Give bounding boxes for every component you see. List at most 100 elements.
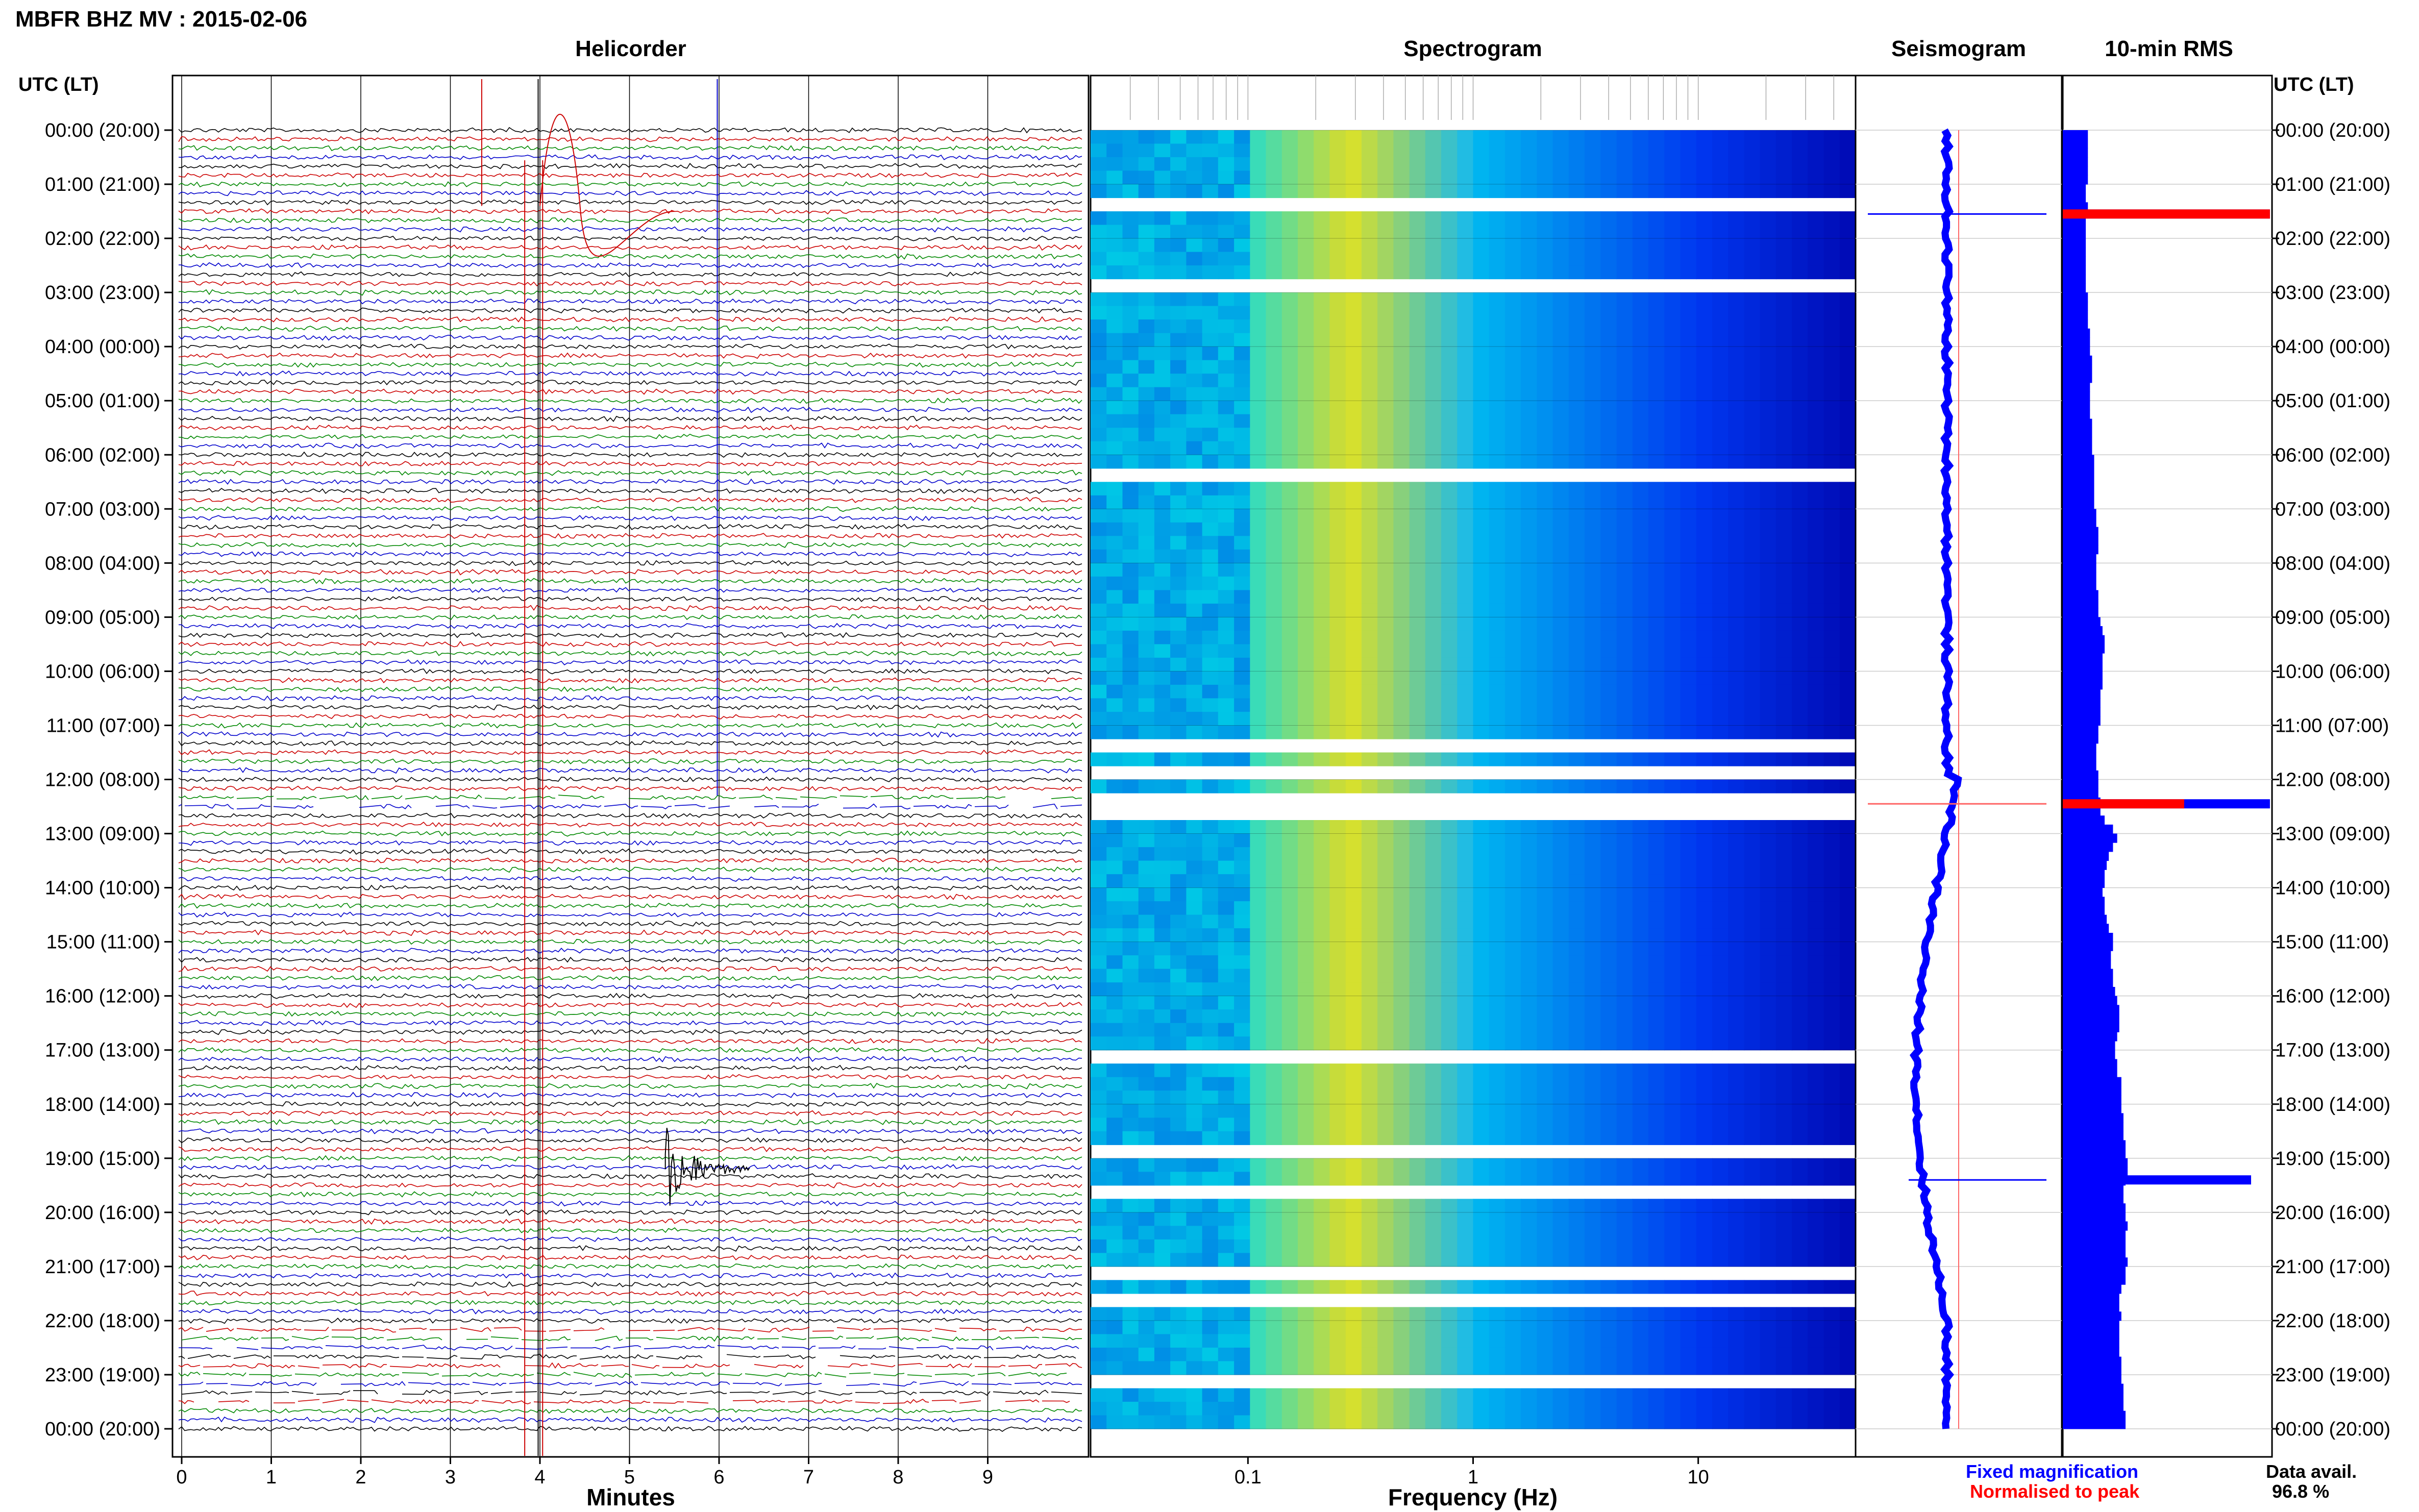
spectrogram-cell <box>1616 603 1633 617</box>
spectrogram-cell <box>1106 1118 1123 1132</box>
spectrogram-cell <box>1489 333 1505 347</box>
spectrogram-cell <box>1234 509 1251 523</box>
rms-bar <box>2063 924 2109 933</box>
helicorder-trace <box>178 614 1082 621</box>
spectrogram-cell <box>1345 1320 1362 1334</box>
spectrogram-cell <box>1505 1320 1521 1334</box>
spectrogram-cell <box>1234 265 1251 280</box>
spectrogram-cell <box>1122 1280 1139 1294</box>
spectrogram-cell <box>1409 1402 1426 1416</box>
spectrogram-cell <box>1250 1402 1267 1416</box>
spectrogram-cell <box>1314 1063 1330 1078</box>
spectrogram-cell <box>1170 252 1187 266</box>
spectrogram-cell <box>1600 576 1617 590</box>
spectrogram-cell <box>1425 630 1442 645</box>
spectrogram-cell <box>1823 1253 1840 1267</box>
spectrogram-cell <box>1616 914 1633 929</box>
spectrogram-cell <box>1744 1239 1761 1253</box>
spectrogram-cell <box>1234 752 1251 766</box>
spectrogram-cell <box>1091 914 1107 929</box>
spectrogram-cell <box>1281 617 1298 631</box>
spectrogram-cell <box>1616 1172 1633 1186</box>
spectrogram-cell <box>1122 319 1139 334</box>
spectrogram-cell <box>1568 306 1585 320</box>
spectrogram-cell <box>1648 1402 1665 1416</box>
spectrogram-cell <box>1537 698 1553 712</box>
spectrogram-cell <box>1425 603 1442 617</box>
spectrogram-cell <box>1505 509 1521 523</box>
spectrogram-cell <box>1266 1239 1282 1253</box>
spectrogram-cell <box>1138 887 1155 902</box>
spectrogram-cell <box>1712 860 1729 875</box>
spectrogram-cell <box>1250 603 1267 617</box>
spectrogram-cell <box>1377 590 1394 604</box>
spectrogram-cell <box>1505 1172 1521 1186</box>
spectrogram-cell <box>1122 969 1139 983</box>
spectrogram-cell <box>1154 1158 1171 1172</box>
spectrogram-cell <box>1712 1077 1729 1091</box>
spectrogram-cell <box>1760 1131 1776 1145</box>
spectrogram-cell <box>1823 441 1840 455</box>
spectrogram-cell <box>1186 211 1203 226</box>
spectrogram-cell <box>1154 1415 1171 1429</box>
spectrogram-cell <box>1138 833 1155 848</box>
spectrogram-cell <box>1760 630 1776 645</box>
helicorder-trace <box>178 1047 1082 1054</box>
spectrogram-cell <box>1664 292 1681 307</box>
spectrogram-cell <box>1441 914 1458 929</box>
spectrogram-cell <box>1234 252 1251 266</box>
spectrogram-cell <box>1505 130 1521 144</box>
spectrogram-cell <box>1839 1239 1856 1253</box>
spectrogram-cell <box>1632 1307 1649 1321</box>
spectrogram-cell <box>1170 1009 1187 1024</box>
spectrogram-cell <box>1234 292 1251 307</box>
rms-bar <box>2063 1158 2128 1168</box>
spectrogram-cell <box>1537 982 1553 997</box>
spectrogram-cell <box>1775 630 1792 645</box>
spectrogram-cell <box>1298 1307 1314 1321</box>
spectrogram-cell <box>1234 374 1251 388</box>
spectrogram-cell <box>1600 1036 1617 1051</box>
spectrogram-cell <box>1616 996 1633 1010</box>
spectrogram-cell <box>1505 752 1521 766</box>
spectrogram-cell <box>1648 387 1665 401</box>
spectrogram-cell <box>1521 441 1538 455</box>
spectrogram-cell <box>1664 428 1681 442</box>
spectrogram-cell <box>1361 401 1378 415</box>
spectrogram-cell <box>1138 306 1155 320</box>
spectrogram-cell <box>1393 387 1410 401</box>
spectrogram-cell <box>1154 684 1171 699</box>
spectrogram-cell <box>1616 969 1633 983</box>
spectrogram-cell <box>1648 374 1665 388</box>
spectrogram-cell <box>1298 1212 1314 1226</box>
spectrogram-cell <box>1537 860 1553 875</box>
spectrogram-cell <box>1712 414 1729 428</box>
spectrogram-cell <box>1680 644 1697 658</box>
spectrogram-cell <box>1409 1320 1426 1334</box>
spectrogram-cell <box>1823 914 1840 929</box>
spectrogram-cell <box>1250 901 1267 915</box>
spectrogram-cell <box>1457 779 1474 794</box>
spectrogram-cell <box>1568 644 1585 658</box>
spectrogram-cell <box>1091 752 1107 766</box>
spectrogram-cell <box>1521 847 1538 861</box>
spectrogram-cell <box>1298 1023 1314 1037</box>
spectrogram-cell <box>1505 671 1521 685</box>
minute-tick-label: 2 <box>355 1467 366 1488</box>
spectrogram-cell <box>1091 982 1107 997</box>
spectrogram-cell <box>1298 725 1314 739</box>
spectrogram-cell <box>1808 306 1824 320</box>
spectrogram-cell <box>1696 225 1713 239</box>
spectrogram-cell <box>1696 360 1713 374</box>
spectrogram-cell <box>1122 211 1139 226</box>
spectrogram-cell <box>1632 1280 1649 1294</box>
spectrogram-cell <box>1600 969 1617 983</box>
spectrogram-cell <box>1600 401 1617 415</box>
spectrogram-cell <box>1266 346 1282 361</box>
spectrogram-cell <box>1170 1226 1187 1240</box>
spectrogram-cell <box>1775 698 1792 712</box>
spectrogram-cell <box>1234 941 1251 956</box>
spectrogram-cell <box>1473 238 1490 253</box>
spectrogram-cell <box>1775 130 1792 144</box>
spectrogram-cell <box>1664 184 1681 199</box>
